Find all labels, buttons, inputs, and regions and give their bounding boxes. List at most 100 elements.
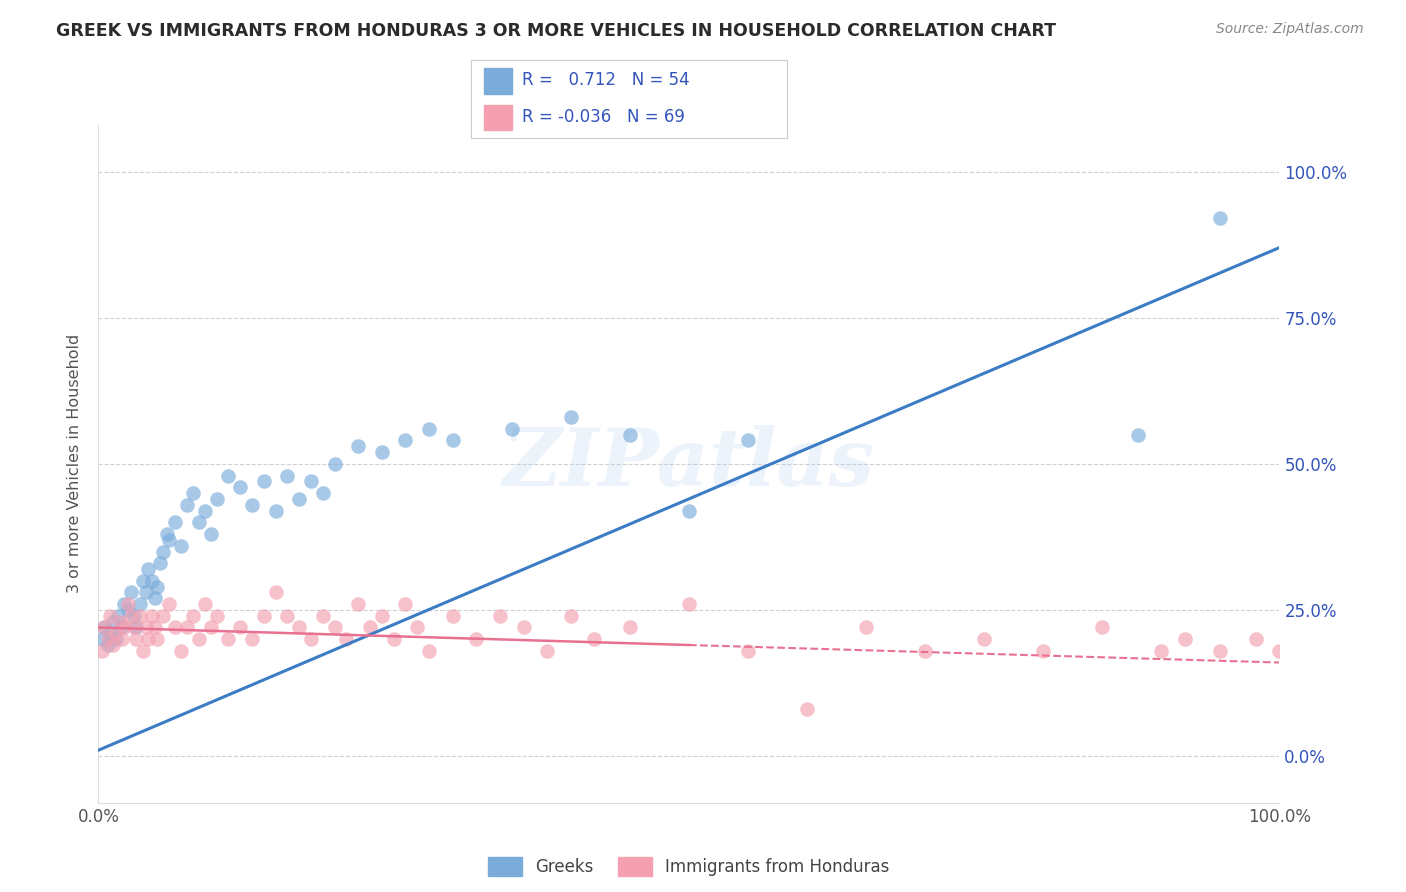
Text: R =   0.712   N = 54: R = 0.712 N = 54	[522, 71, 689, 89]
Point	[165, 516, 187, 530]
Point	[288, 491, 311, 506]
Point	[136, 632, 159, 647]
Point	[111, 632, 134, 647]
Point	[200, 527, 222, 541]
Point	[382, 632, 405, 647]
Point	[101, 615, 124, 629]
Point	[253, 475, 276, 489]
Point	[536, 644, 558, 658]
Point	[619, 620, 641, 634]
Point	[678, 503, 700, 517]
Point	[146, 632, 169, 647]
Point	[194, 503, 217, 517]
Point	[796, 702, 818, 716]
Point	[205, 491, 228, 506]
Point	[253, 608, 276, 623]
Text: Source: ZipAtlas.com: Source: ZipAtlas.com	[1216, 22, 1364, 37]
Point	[347, 597, 370, 611]
Point	[1091, 620, 1114, 634]
Point	[132, 574, 155, 588]
Point	[264, 585, 287, 599]
Point	[1209, 644, 1232, 658]
Legend: Greeks, Immigrants from Honduras: Greeks, Immigrants from Honduras	[482, 850, 896, 882]
Point	[240, 632, 263, 647]
Point	[205, 608, 228, 623]
Point	[112, 620, 135, 634]
Point	[418, 422, 440, 436]
Point	[117, 597, 139, 611]
Point	[91, 644, 114, 658]
Point	[1209, 211, 1232, 226]
Point	[560, 608, 582, 623]
Point	[156, 527, 179, 541]
Point	[371, 608, 394, 623]
Point	[973, 632, 995, 647]
Point	[157, 533, 180, 547]
Point	[176, 498, 198, 512]
Point	[122, 608, 145, 623]
Point	[1174, 632, 1197, 647]
Point	[512, 620, 534, 634]
Text: R = -0.036   N = 69: R = -0.036 N = 69	[522, 108, 685, 126]
Point	[1150, 644, 1173, 658]
Point	[121, 608, 143, 623]
Point	[737, 644, 759, 658]
Point	[418, 644, 440, 658]
Point	[97, 638, 120, 652]
Point	[737, 434, 759, 448]
Point	[97, 632, 120, 647]
Point	[371, 445, 394, 459]
Point	[200, 620, 222, 634]
Point	[312, 486, 335, 500]
Point	[276, 468, 298, 483]
Point	[141, 574, 163, 588]
Point	[583, 632, 606, 647]
Point	[170, 644, 193, 658]
Point	[323, 620, 346, 634]
Point	[128, 597, 150, 611]
Point	[229, 480, 252, 494]
Point	[152, 608, 174, 623]
Point	[465, 632, 488, 647]
Point	[146, 580, 169, 594]
Point	[157, 597, 180, 611]
Point	[105, 626, 128, 640]
Point	[170, 539, 193, 553]
Point	[117, 603, 139, 617]
Bar	[484, 68, 512, 94]
Point	[93, 620, 115, 634]
Point	[149, 556, 172, 570]
Point	[112, 597, 135, 611]
Point	[181, 608, 204, 623]
Point	[108, 615, 131, 629]
Point	[141, 608, 163, 623]
Point	[181, 486, 204, 500]
Point	[187, 516, 209, 530]
Point	[264, 503, 287, 517]
Point	[152, 544, 174, 558]
Point	[121, 585, 143, 599]
Point	[187, 632, 209, 647]
Bar	[484, 104, 512, 130]
Point	[406, 620, 429, 634]
Point	[394, 434, 416, 448]
Point	[217, 468, 239, 483]
Point	[560, 410, 582, 425]
Point	[276, 608, 298, 623]
Point	[98, 626, 121, 640]
Point	[441, 608, 464, 623]
Point	[176, 620, 198, 634]
Text: GREEK VS IMMIGRANTS FROM HONDURAS 3 OR MORE VEHICLES IN HOUSEHOLD CORRELATION CH: GREEK VS IMMIGRANTS FROM HONDURAS 3 OR M…	[56, 22, 1056, 40]
Point	[914, 644, 936, 658]
Point	[1268, 644, 1291, 658]
Point	[855, 620, 877, 634]
Point	[347, 439, 370, 453]
Point	[1126, 427, 1149, 442]
Point	[135, 620, 157, 634]
Point	[135, 585, 157, 599]
Point	[1244, 632, 1267, 647]
Point	[111, 620, 134, 634]
Point	[359, 620, 381, 634]
Point	[678, 597, 700, 611]
Point	[91, 632, 114, 647]
